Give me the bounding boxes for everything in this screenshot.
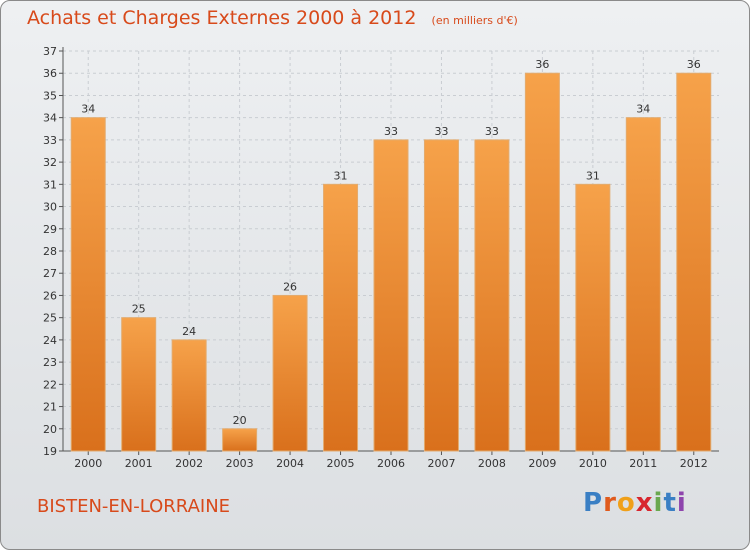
data-label: 26: [283, 280, 297, 293]
x-tick-label: 2009: [528, 457, 556, 470]
y-tick-label: 26: [43, 289, 57, 302]
bar-2000: [70, 117, 106, 452]
data-label: 36: [687, 58, 701, 71]
x-tick-label: 2000: [74, 457, 102, 470]
y-tick-label: 30: [43, 201, 57, 214]
logo-letter: o: [616, 488, 636, 518]
y-tick-label: 35: [43, 89, 57, 102]
x-tick-label: 2002: [175, 457, 203, 470]
x-tick-label: 2001: [125, 457, 153, 470]
data-label: 20: [233, 414, 247, 427]
bar-2001: [121, 317, 157, 452]
y-tick-label: 27: [43, 267, 57, 280]
data-label: 31: [334, 169, 348, 182]
logo-letter: i: [653, 488, 664, 518]
logo-letter: x: [635, 488, 654, 518]
data-label: 33: [485, 125, 499, 138]
logo-letter: r: [603, 488, 617, 518]
y-tick-label: 23: [43, 356, 57, 369]
y-tick-label: 37: [43, 45, 57, 58]
proxiti-logo: Proxiti: [583, 488, 687, 518]
logo-letter: t: [663, 488, 677, 518]
y-tick-label: 34: [43, 112, 57, 125]
bar-2006: [373, 139, 409, 452]
x-tick-label: 2011: [629, 457, 657, 470]
logo-letter: P: [583, 488, 604, 518]
x-tick-label: 2004: [276, 457, 304, 470]
bars: [70, 72, 712, 452]
data-label: 33: [434, 125, 448, 138]
bar-2012: [676, 72, 712, 452]
y-tick-label: 28: [43, 245, 57, 258]
data-label: 25: [132, 303, 146, 316]
place-name: BISTEN-EN-LORRAINE: [37, 496, 231, 517]
bar-2010: [575, 183, 611, 452]
y-tick-label: 20: [43, 423, 57, 436]
chart-title: Achats et Charges Externes 2000 à 2012: [27, 7, 417, 29]
data-label: 24: [182, 325, 196, 338]
x-tick-label: 2010: [579, 457, 607, 470]
x-tick-label: 2012: [680, 457, 708, 470]
y-tick-label: 24: [43, 334, 57, 347]
logo-letter: i: [676, 488, 687, 518]
y-tick-label: 33: [43, 134, 57, 147]
bar-2007: [423, 139, 459, 452]
labels: 19 20 21 22 23 24 25 26 27 28 29 30 31 32 33 34 35 36 37 34…: [43, 45, 708, 470]
bar-2004: [272, 294, 308, 452]
x-tick-label: 2007: [427, 457, 455, 470]
y-tick-label: 32: [43, 156, 57, 169]
chart-subtitle: (en milliers d'€): [431, 14, 518, 27]
y-tick-label: 31: [43, 178, 57, 191]
bar-2009: [524, 72, 560, 452]
bar-2008: [474, 139, 510, 452]
x-tick-label: 2005: [327, 457, 355, 470]
bar-2005: [323, 183, 359, 452]
y-tick-label: 36: [43, 67, 57, 80]
y-tick-label: 29: [43, 223, 57, 236]
data-label: 33: [384, 125, 398, 138]
x-tick-label: 2003: [226, 457, 254, 470]
x-tick-label: 2006: [377, 457, 405, 470]
bar-2003: [222, 428, 258, 452]
y-tick-label: 22: [43, 378, 57, 391]
data-label: 34: [636, 103, 650, 116]
data-label: 34: [81, 103, 95, 116]
chart-title-block: Achats et Charges Externes 2000 à 2012 (…: [27, 7, 518, 29]
y-tick-label: 19: [43, 445, 57, 458]
y-tick-label: 25: [43, 312, 57, 325]
bar-2011: [625, 117, 661, 452]
bar-2002: [171, 339, 207, 452]
data-label: 31: [586, 169, 600, 182]
x-tick-label: 2008: [478, 457, 506, 470]
y-tick-label: 21: [43, 401, 57, 414]
data-label: 36: [535, 58, 549, 71]
